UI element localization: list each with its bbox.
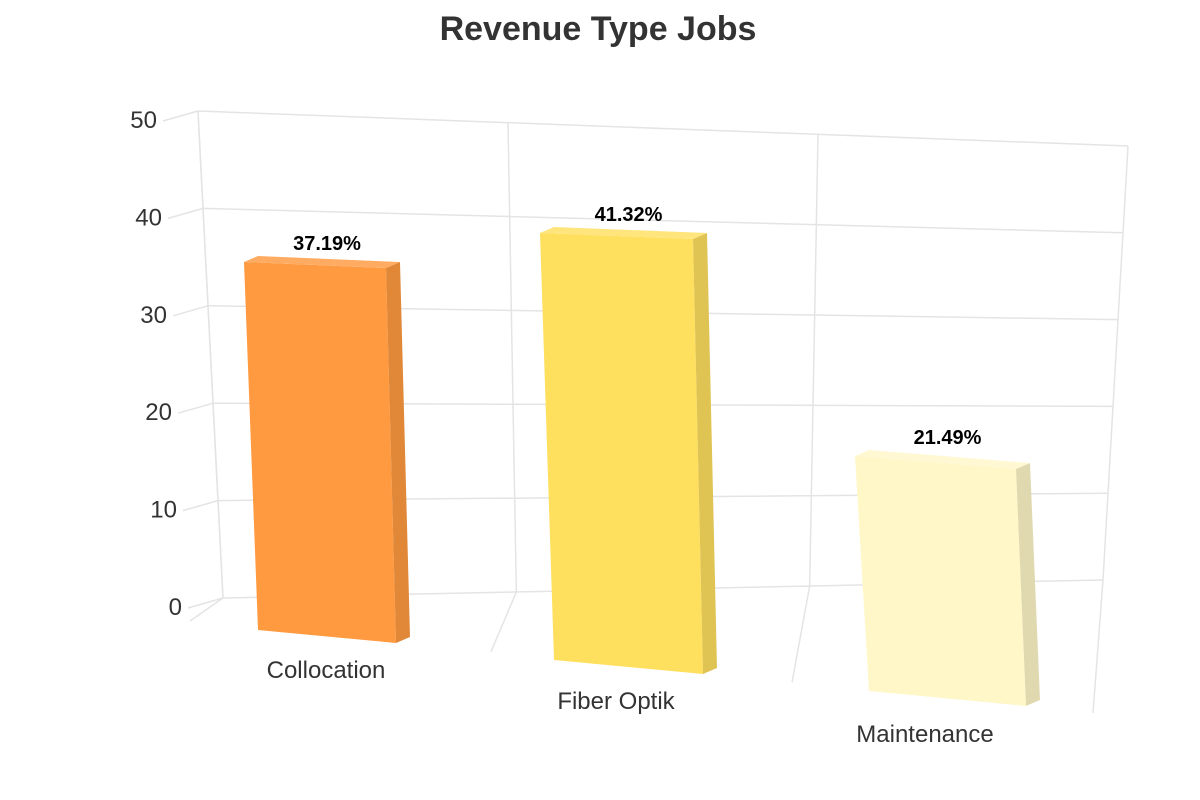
gridline-vertical <box>808 134 819 587</box>
chart-title: Revenue Type Jobs <box>439 10 757 48</box>
bar-top <box>540 227 707 239</box>
wall-gridline <box>167 207 204 220</box>
wall-gridline <box>187 597 224 609</box>
bar <box>855 456 1026 706</box>
floor-gridline <box>791 585 811 683</box>
y-tick-label: 30 <box>140 302 167 329</box>
bar <box>540 233 703 674</box>
gridline-vertical <box>1102 145 1129 581</box>
bar-label-fiber-optik: Fiber Optik <box>557 688 675 715</box>
wall-gridline <box>182 499 219 512</box>
wall-gridline <box>172 305 209 317</box>
data-label: 21.49% <box>914 427 982 449</box>
bar-side <box>693 233 717 674</box>
gridline-vertical <box>507 122 518 593</box>
bar-top <box>244 256 400 268</box>
y-tick-label: 50 <box>130 107 157 134</box>
bar-label-collocation: Collocation <box>267 657 386 684</box>
wall-gridline <box>177 402 214 414</box>
bar-top <box>855 450 1030 469</box>
bar-label-maintenance: Maintenance <box>856 721 993 748</box>
floor-gridline <box>490 591 518 652</box>
bar-side <box>386 262 410 643</box>
data-label: 37.19% <box>293 233 361 255</box>
gridline <box>197 110 1129 147</box>
gridline <box>202 207 1124 234</box>
y-tick-label: 20 <box>145 399 172 426</box>
bars <box>244 227 1040 706</box>
data-label: 41.32% <box>595 204 663 226</box>
y-tick-label: 10 <box>150 497 177 524</box>
wall-gridline <box>162 110 199 122</box>
bar <box>244 262 396 643</box>
y-tick-label: 40 <box>135 204 162 231</box>
y-tick-label: 0 <box>169 594 182 621</box>
labels: 0 10 20 30 40 50 37.19% 41.32% 21.49% Collocation… <box>130 107 993 748</box>
floor-gridline <box>1092 579 1104 714</box>
axis-line <box>197 110 224 599</box>
floor-gridline <box>189 597 224 622</box>
bar-side <box>1016 463 1040 706</box>
